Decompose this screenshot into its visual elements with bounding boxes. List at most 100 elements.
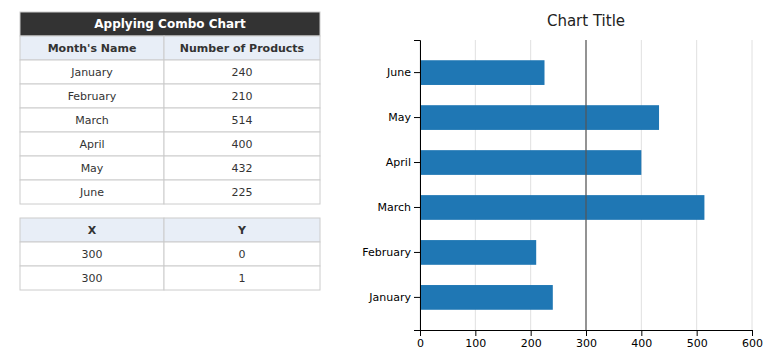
table-text: 300 — [82, 248, 103, 261]
category-axis: January February March April May June — [362, 41, 420, 331]
tick: 200 — [521, 330, 542, 350]
table-text: 1 — [239, 272, 246, 285]
table-text: 514 — [232, 114, 253, 127]
tick-label: February — [362, 246, 411, 259]
table-cell — [164, 242, 320, 266]
tick: 600 — [742, 330, 763, 350]
grid-line — [586, 40, 587, 330]
tick-label: 400 — [631, 337, 652, 350]
table-cell — [20, 156, 164, 180]
chart: 0 100 200 300 400 500 600 January February March A… — [362, 12, 763, 350]
table-cell — [164, 156, 320, 180]
table-cell — [164, 180, 320, 204]
page: Applying Combo Chart Month's Name Number o… — [0, 0, 767, 364]
table-cell — [20, 108, 164, 132]
tick: May — [388, 111, 420, 124]
table-text: February — [68, 90, 117, 103]
tick: June — [386, 66, 420, 79]
table-cell — [164, 60, 320, 84]
table-cell — [164, 132, 320, 156]
tick-mark — [414, 72, 420, 73]
bar — [420, 60, 545, 85]
table-header: Y — [237, 224, 247, 237]
table-header-cell — [164, 218, 320, 242]
table-text: April — [79, 138, 104, 151]
table-cell — [20, 132, 164, 156]
tick-mark — [414, 207, 420, 208]
tick: March — [377, 201, 420, 214]
table-header: X — [88, 224, 97, 237]
plot-area — [420, 40, 704, 330]
tick: 0 — [417, 330, 424, 350]
axis-line — [421, 331, 753, 337]
table-header: Month's Name — [48, 42, 137, 55]
table-title: Applying Combo Chart — [94, 17, 246, 31]
table-text: 300 — [82, 272, 103, 285]
table-text: May — [81, 162, 104, 175]
grid-line — [696, 40, 697, 330]
bar — [420, 285, 553, 310]
tick: 300 — [576, 330, 597, 350]
bar — [420, 105, 659, 130]
tick: January — [368, 291, 420, 304]
grid — [420, 40, 752, 330]
reference-line — [585, 40, 586, 330]
table: X Y 300 0 300 1 — [20, 218, 320, 290]
tick: April — [386, 156, 420, 169]
table-cell — [20, 266, 164, 290]
tick-mark — [641, 330, 642, 336]
table-text: January — [70, 66, 113, 79]
grid-line — [752, 40, 753, 330]
tick-mark — [697, 330, 698, 336]
table-cell — [164, 84, 320, 108]
table-title-cell — [20, 12, 320, 36]
table-cell — [20, 84, 164, 108]
tick: 100 — [465, 330, 486, 350]
tick: 400 — [631, 330, 652, 350]
chart-title: Chart Title — [547, 12, 625, 30]
table-text: 225 — [232, 186, 253, 199]
tick-label: 100 — [465, 337, 486, 350]
table-text: 0 — [239, 248, 246, 261]
table-cell — [164, 108, 320, 132]
table-cell — [20, 180, 164, 204]
table-text: June — [79, 186, 104, 199]
table-text: 400 — [232, 138, 253, 151]
tick-label: January — [368, 291, 411, 304]
tick-label: April — [386, 156, 411, 169]
tick-label: June — [386, 66, 411, 79]
tick-mark — [586, 330, 587, 336]
table: Applying Combo Chart Month's Name Number o… — [20, 12, 320, 204]
tables: Applying Combo Chart Month's Name Number o… — [20, 12, 320, 290]
tick-label: 200 — [521, 337, 542, 350]
table-text: March — [75, 114, 109, 127]
tick-mark — [414, 162, 420, 163]
table-text: 210 — [232, 90, 253, 103]
table-header: Number of Products — [180, 42, 305, 55]
grid-line — [641, 40, 642, 330]
tick: 500 — [687, 330, 708, 350]
table-cell — [164, 266, 320, 290]
bar — [420, 150, 641, 175]
table-text: 240 — [232, 66, 253, 79]
table-cell — [20, 60, 164, 84]
tick-mark — [531, 330, 532, 336]
tick-mark — [414, 117, 420, 118]
table-header-cell — [164, 36, 320, 60]
table-text: 432 — [232, 162, 253, 175]
value-axis: 0 100 200 300 400 500 600 — [417, 330, 763, 350]
table-header-cell — [20, 36, 164, 60]
tick-label: May — [388, 111, 411, 124]
table-cell — [20, 242, 164, 266]
bar — [420, 240, 536, 265]
tick: February — [362, 246, 420, 259]
tick-label: 600 — [742, 337, 763, 350]
bar — [420, 195, 704, 220]
tick-label: 0 — [417, 337, 424, 350]
axis-line — [414, 41, 421, 331]
tick-label: 300 — [576, 337, 597, 350]
tick-mark — [414, 297, 420, 298]
tick-mark — [414, 252, 420, 253]
tick-mark — [475, 330, 476, 336]
tick-label: 500 — [687, 337, 708, 350]
